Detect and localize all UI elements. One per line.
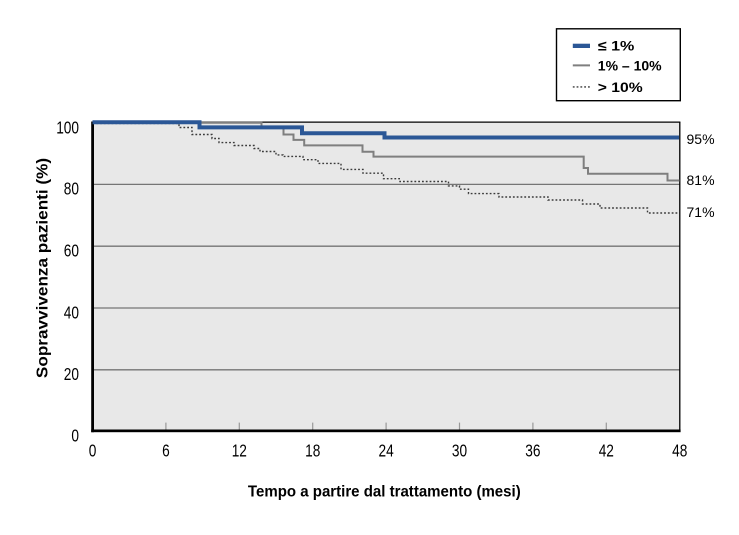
svg-text:42: 42 [599,442,614,461]
svg-text:12: 12 [232,442,247,461]
svg-text:30: 30 [452,442,467,461]
svg-text:24: 24 [378,442,393,461]
svg-text:Sopravvivenza pazienti (%): Sopravvivenza pazienti (%) [33,158,51,378]
svg-text:0: 0 [71,427,79,446]
svg-text:36: 36 [525,442,540,461]
svg-text:1% – 10%: 1% – 10% [598,57,662,73]
svg-text:> 10%: > 10% [598,81,643,96]
svg-text:100: 100 [56,119,79,138]
svg-text:0: 0 [89,442,97,461]
svg-text:81%: 81% [687,172,715,188]
svg-text:20: 20 [64,365,79,384]
svg-text:Tempo a partire dal trattament: Tempo a partire dal trattamento (mesi) [248,483,521,501]
svg-text:40: 40 [64,304,79,323]
svg-text:18: 18 [305,442,320,461]
svg-text:60: 60 [64,242,79,261]
svg-text:≤ 1%: ≤ 1% [598,39,635,55]
svg-text:71%: 71% [687,204,715,220]
svg-text:80: 80 [64,180,79,199]
svg-text:6: 6 [162,442,170,461]
svg-text:95%: 95% [687,131,715,147]
svg-text:48: 48 [672,442,687,461]
